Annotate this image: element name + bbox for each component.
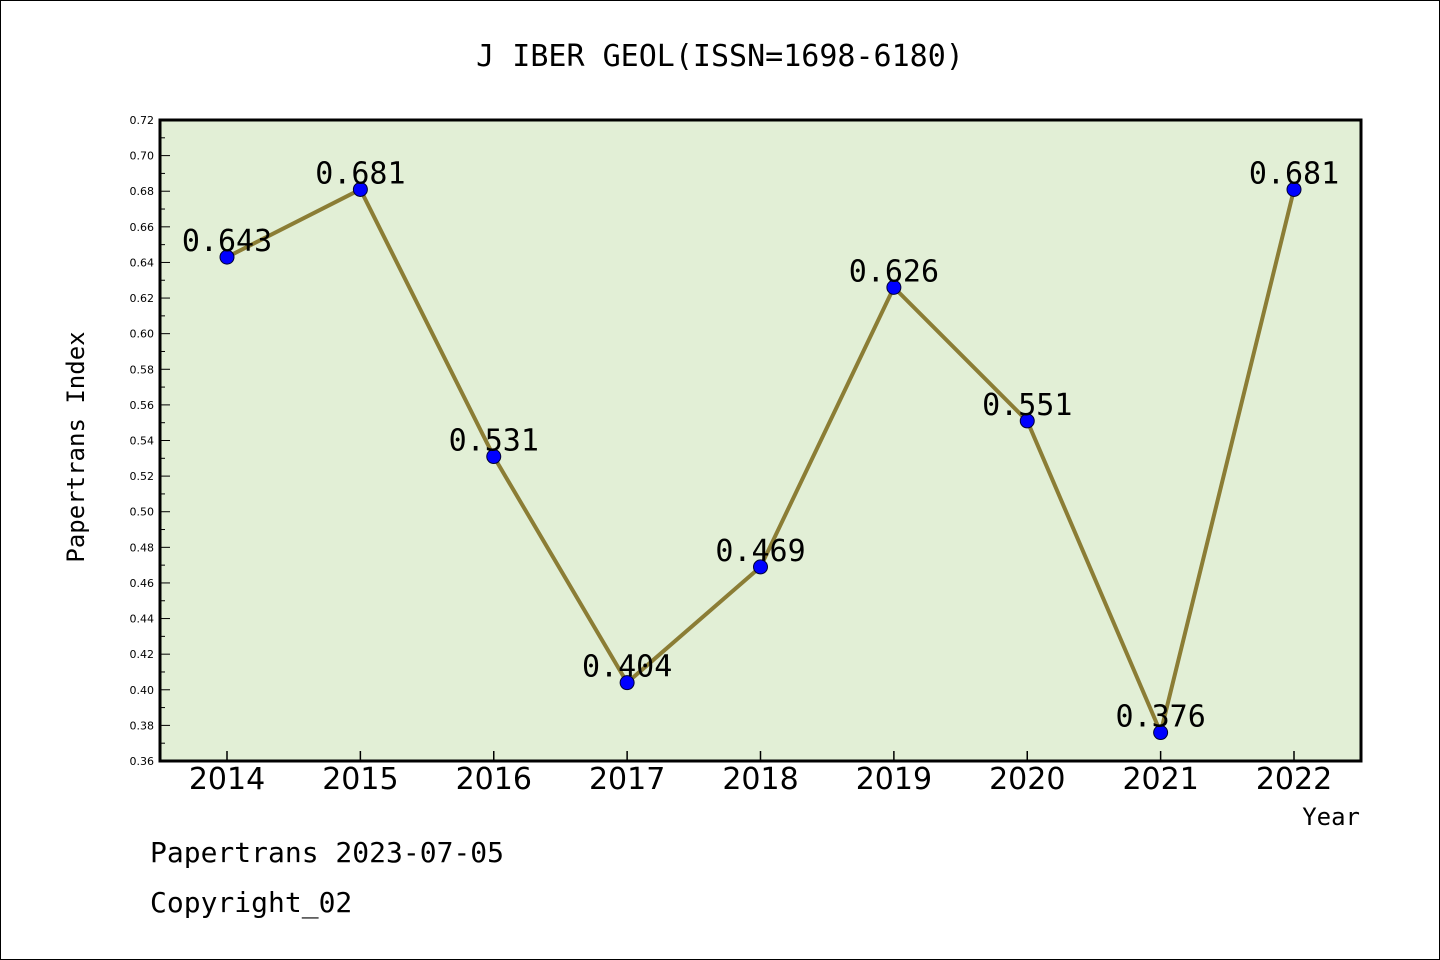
data-label: 0.626 [849,254,939,289]
y-tick-label: 0.54 [130,435,155,448]
data-point [486,449,502,465]
y-tick-label: 0.66 [130,221,155,234]
y-tick-label: 0.52 [130,470,155,483]
data-label: 0.376 [1115,700,1205,735]
y-tick-label: 0.64 [130,256,155,269]
data-point [1153,725,1169,741]
chart-title: J IBER GEOL(ISSN=1698-6180) [476,39,964,74]
y-tick-label: 0.50 [130,506,155,519]
y-tick-label: 0.36 [130,755,155,768]
data-label-group: 0.643 0.681 0.531 0.404 0.469 0.626 0.551 0.376… [182,156,1339,734]
x-tick-label: 2022 [1256,762,1332,797]
x-tick-label: 2014 [189,762,265,797]
data-point [619,675,635,691]
y-tick-label: 0.44 [130,613,155,626]
data-label: 0.681 [315,156,405,191]
data-point [1286,181,1302,197]
x-tick-label: 2020 [989,762,1065,797]
data-label: 0.469 [715,534,805,569]
y-tick-label: 0.62 [130,292,155,305]
x-axis-label: Year [1302,803,1360,831]
x-tick-label: 2018 [722,762,798,797]
x-tick-label: 2015 [322,762,398,797]
x-tick-label: 2016 [456,762,532,797]
data-label: 0.404 [582,650,672,685]
data-label: 0.531 [449,424,539,459]
data-point [1019,413,1035,429]
data-label: 0.551 [982,388,1072,423]
y-tick-label: 0.68 [130,185,155,198]
y-tick-label: 0.48 [130,541,155,554]
data-label: 0.643 [182,224,272,259]
series-group [219,181,1302,741]
data-point [886,279,902,295]
data-label: 0.681 [1249,156,1339,191]
y-tick-label: 0.56 [130,399,155,412]
x-tick-label: 2019 [856,762,932,797]
footer-copyright: Copyright_02 [150,886,353,919]
y-tick-label: 0.60 [130,328,155,341]
x-tick-label: 2017 [589,762,665,797]
y-axis-label: Papertrans Index [62,331,90,562]
y-tick-label: 0.72 [130,114,155,127]
y-tick-label: 0.38 [130,719,155,732]
x-tick-label: 2021 [1122,762,1198,797]
data-point [352,181,368,197]
y-tick-label: 0.70 [130,150,155,163]
y-tick-label: 0.42 [130,648,155,661]
data-point [753,559,768,575]
y-axis: 0.36 0.38 0.40 0.42 0.44 0.46 0.48 0.50 0.52 0.54… [130,114,170,768]
footer-date: Papertrans 2023-07-05 [150,836,505,869]
data-point [219,249,235,265]
y-tick-label: 0.46 [130,577,155,590]
y-tick-label: 0.58 [130,363,155,376]
plot-area [158,118,1363,763]
y-tick-label: 0.40 [130,684,155,697]
x-axis: 2014 2015 2016 2017 2018 2019 2020 2021 2022 [189,751,1332,797]
